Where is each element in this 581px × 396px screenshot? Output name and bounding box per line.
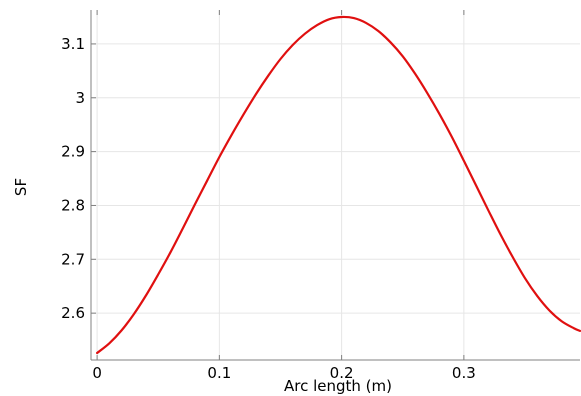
x-tick-label-0: 0 — [92, 364, 102, 382]
series-line-0 — [96, 15, 581, 355]
grid-lines — [91, 10, 580, 360]
y-tick-label-1: 2.7 — [61, 250, 85, 268]
axes — [90, 10, 580, 361]
y-tick-label-0: 2.6 — [61, 304, 85, 322]
x-tick-label-2: 0.2 — [330, 364, 354, 382]
data-series — [96, 15, 581, 355]
x-tick-label-3: 0.3 — [452, 364, 476, 382]
x-axis-label: Arc length (m) — [284, 377, 392, 395]
y-tick-label-5: 3.1 — [61, 35, 85, 53]
x-tick-label-1: 0.1 — [207, 364, 231, 382]
y-axis-label: SF — [12, 178, 30, 196]
y-tick-label-3: 2.9 — [61, 143, 85, 161]
y-tick-label-2: 2.8 — [61, 196, 85, 214]
tick-labels: 0 0.1 0.2 0.3 2.6 2.7 2.8 2.9 3 3.1 — [61, 35, 476, 382]
y-tick-label-4: 3 — [75, 89, 85, 107]
